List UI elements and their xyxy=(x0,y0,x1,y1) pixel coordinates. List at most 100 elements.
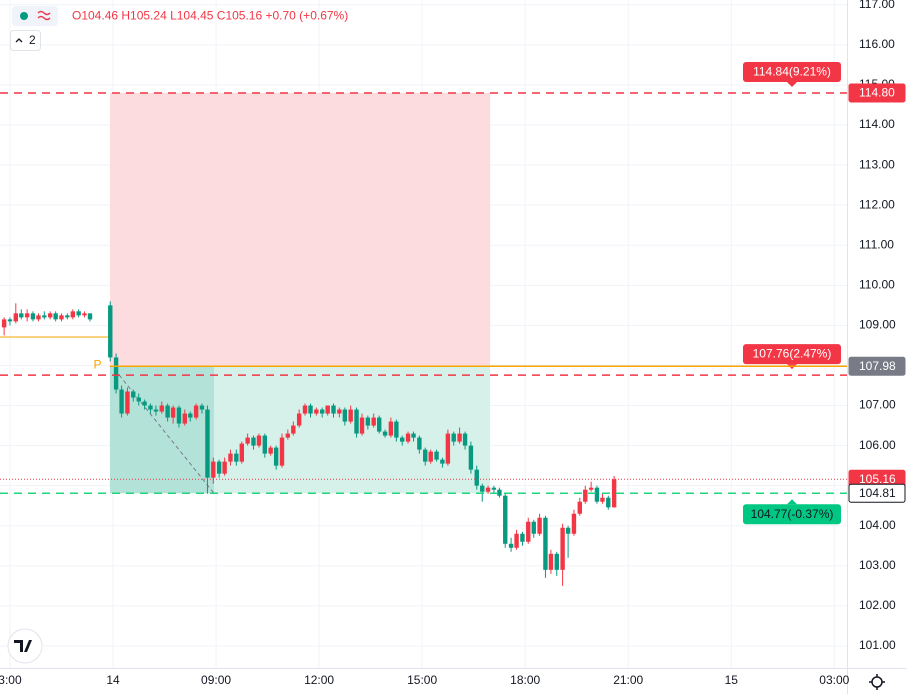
x-tick-label: 15 xyxy=(725,673,739,687)
candle-body xyxy=(462,433,468,446)
candle-body xyxy=(577,501,582,514)
candle-body xyxy=(606,497,611,508)
x-tick-label: 18:00 xyxy=(510,673,540,687)
price-label: 105.16 xyxy=(859,472,896,486)
tag-pointer xyxy=(787,499,797,505)
candle-body xyxy=(176,407,182,424)
candle-body xyxy=(560,527,565,570)
status-pill[interactable] xyxy=(12,6,58,26)
candle-body xyxy=(193,405,199,418)
x-tick-label: 14 xyxy=(106,673,120,687)
tag-label: 104.77(-0.37%) xyxy=(751,507,834,521)
ohlc-legend: O104.46 H105.24 L104.45 C105.16 +0.70 (+… xyxy=(72,9,348,23)
candle-body xyxy=(273,447,279,466)
candle-body xyxy=(554,553,559,570)
position-zone xyxy=(109,366,214,494)
candle-body xyxy=(159,405,164,412)
candle-body xyxy=(285,433,291,438)
candle-body xyxy=(588,487,594,490)
candle-body xyxy=(342,409,348,422)
indicator-count: 2 xyxy=(29,33,36,47)
x-tick-label: 09:00 xyxy=(201,673,231,687)
candle-body xyxy=(182,413,187,424)
y-tick-label: 114.00 xyxy=(859,117,895,131)
candle-body xyxy=(394,421,399,438)
candle-body xyxy=(382,431,388,436)
candle-body xyxy=(53,313,58,320)
candle-body xyxy=(70,311,76,318)
toolbar: O104.46 H105.24 L104.45 C105.16 +0.70 (+… xyxy=(10,6,348,51)
candle-body xyxy=(1,319,7,328)
candle-body xyxy=(331,405,336,414)
candle-body xyxy=(205,409,210,478)
candle-body xyxy=(417,437,422,450)
candle-body xyxy=(405,433,411,442)
y-tick-label: 116.00 xyxy=(859,37,895,51)
candle-body xyxy=(537,517,542,534)
candle-body xyxy=(291,425,296,434)
candle-body xyxy=(508,543,514,548)
price-label-box xyxy=(848,83,906,103)
candle-body xyxy=(457,433,462,442)
plot-area: P 114.84(9.21%) 107.76(2.47%) 104.77(-0.37%… xyxy=(0,0,847,668)
tv-logo[interactable] xyxy=(7,628,43,664)
candle-body xyxy=(211,461,216,478)
candle-body xyxy=(308,405,313,414)
candle-body xyxy=(583,489,588,502)
candle-body xyxy=(136,397,141,402)
candle-body xyxy=(234,453,239,462)
candle-body xyxy=(30,313,36,320)
x-tick-label: 15:00 xyxy=(407,673,437,687)
candle-body xyxy=(24,313,30,318)
candle-body xyxy=(251,437,256,446)
candle-body xyxy=(239,443,245,462)
candle-body xyxy=(434,451,439,460)
candle-body xyxy=(474,469,479,486)
y-tick-label: 102.00 xyxy=(859,598,896,612)
candle-body xyxy=(125,391,130,414)
y-tick-label: 104.00 xyxy=(859,518,896,532)
candle-body xyxy=(468,445,474,470)
candle-body xyxy=(337,409,342,414)
candle-body xyxy=(7,319,13,322)
candle-body xyxy=(47,313,53,318)
x-tick-label: 3:00 xyxy=(0,673,22,687)
candle-body xyxy=(87,313,93,320)
candle-body xyxy=(365,417,371,426)
candle-body xyxy=(36,315,41,320)
candle-body xyxy=(319,409,325,414)
candle-body xyxy=(228,453,233,462)
tag-label: 114.84(9.21%) xyxy=(753,65,831,79)
candle-body xyxy=(108,305,113,358)
wave-icon xyxy=(37,10,51,21)
x-tick-label: 21:00 xyxy=(613,673,643,687)
gear-teeth xyxy=(869,674,885,690)
candle-body xyxy=(82,313,87,316)
candle-body xyxy=(565,527,571,534)
candle-body xyxy=(199,405,205,410)
trend-line xyxy=(114,369,215,494)
settings[interactable] xyxy=(869,674,885,690)
marker-label: P xyxy=(94,358,102,372)
candle-body xyxy=(520,533,525,542)
candle-body xyxy=(262,435,268,454)
candle-body xyxy=(153,409,159,412)
y-tick-label: 106.00 xyxy=(859,438,896,452)
y-tick-label: 113.00 xyxy=(859,157,895,171)
candle-body xyxy=(548,553,554,570)
candle-body xyxy=(170,407,176,418)
logo-mark xyxy=(14,640,32,652)
candle-body xyxy=(42,315,47,318)
tag-box xyxy=(743,504,841,525)
candle-body xyxy=(165,405,170,418)
indicator-toggle[interactable] xyxy=(10,30,41,51)
y-tick-label: 110.00 xyxy=(859,277,895,291)
candle-body xyxy=(359,417,365,434)
candle-body xyxy=(440,459,445,464)
x-tick-label: 12:00 xyxy=(304,673,334,687)
candle-body xyxy=(388,421,394,436)
candle-body xyxy=(142,401,147,406)
y-tick-label: 111.00 xyxy=(859,237,894,251)
candle-body xyxy=(188,413,193,418)
